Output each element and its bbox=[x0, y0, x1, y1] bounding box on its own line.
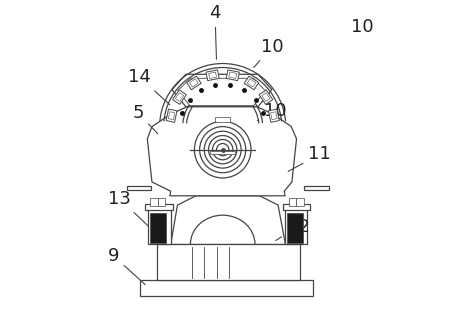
Bar bbox=[287, 213, 303, 243]
Polygon shape bbox=[271, 112, 277, 120]
Polygon shape bbox=[168, 112, 175, 120]
Text: 5: 5 bbox=[133, 104, 158, 134]
Polygon shape bbox=[262, 93, 270, 101]
Text: 13: 13 bbox=[108, 190, 149, 226]
Bar bbox=[289, 198, 296, 206]
Bar bbox=[150, 213, 166, 243]
Text: 10: 10 bbox=[352, 18, 374, 36]
Bar bbox=[150, 198, 158, 206]
Bar bbox=[282, 204, 310, 210]
Text: 11: 11 bbox=[288, 145, 331, 171]
Bar bbox=[148, 209, 171, 244]
Bar bbox=[296, 198, 304, 206]
Polygon shape bbox=[247, 79, 256, 87]
Bar bbox=[145, 204, 173, 210]
Polygon shape bbox=[172, 90, 186, 104]
Polygon shape bbox=[206, 70, 219, 81]
Polygon shape bbox=[171, 196, 285, 244]
Bar bbox=[140, 280, 313, 296]
Polygon shape bbox=[166, 109, 177, 122]
Polygon shape bbox=[147, 107, 297, 196]
Polygon shape bbox=[189, 79, 198, 87]
Polygon shape bbox=[268, 109, 279, 122]
Text: 9: 9 bbox=[108, 247, 145, 285]
Bar bbox=[157, 244, 299, 280]
Polygon shape bbox=[175, 93, 184, 101]
Polygon shape bbox=[172, 74, 272, 107]
Bar bbox=[285, 209, 307, 244]
Bar bbox=[304, 186, 329, 190]
Text: 4: 4 bbox=[209, 4, 221, 59]
Polygon shape bbox=[229, 72, 237, 78]
Text: 14: 14 bbox=[128, 68, 170, 105]
Polygon shape bbox=[259, 90, 273, 104]
Bar bbox=[211, 151, 235, 154]
Bar bbox=[158, 198, 165, 206]
Polygon shape bbox=[244, 76, 259, 90]
Polygon shape bbox=[178, 78, 265, 106]
Polygon shape bbox=[209, 72, 217, 78]
Bar bbox=[215, 117, 230, 122]
Text: 10: 10 bbox=[254, 38, 283, 67]
Text: 10: 10 bbox=[258, 102, 286, 121]
Bar bbox=[127, 186, 151, 190]
Polygon shape bbox=[187, 76, 201, 90]
Text: 12: 12 bbox=[276, 218, 310, 240]
Polygon shape bbox=[226, 70, 239, 81]
